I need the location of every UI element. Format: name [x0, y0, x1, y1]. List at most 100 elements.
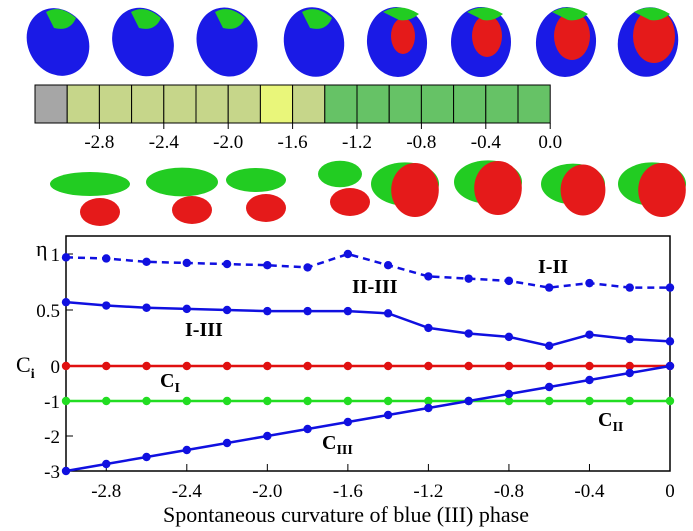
data-point	[263, 306, 272, 316]
data-point	[625, 368, 634, 378]
series-i-iii	[61, 297, 675, 351]
data-point	[464, 361, 473, 371]
data-point	[222, 361, 232, 371]
data-point	[263, 431, 272, 441]
vesicle-thumbnail	[196, 7, 258, 77]
data-point	[303, 424, 312, 434]
y-tick-label: 1	[51, 245, 61, 266]
data-point	[585, 396, 594, 406]
series-c-i	[61, 361, 675, 371]
colorbar-cell	[98, 84, 133, 124]
y-tick-label: -3	[44, 462, 60, 483]
y-tick-label: -1	[44, 392, 60, 413]
data-point	[303, 263, 312, 272]
colorbar-cell	[163, 84, 197, 124]
data-point	[343, 361, 353, 371]
data-point	[424, 361, 433, 371]
data-point	[102, 396, 111, 406]
colorbar-cell	[34, 84, 68, 124]
colorbar-tick-label: -0.4	[471, 132, 502, 153]
vesicle-thumbnail	[451, 7, 511, 77]
data-point	[102, 459, 111, 469]
series-i-ii	[61, 249, 675, 292]
data-point	[665, 361, 675, 371]
data-point	[625, 361, 634, 371]
x-tick-label: -1.2	[413, 481, 443, 502]
data-point	[142, 361, 151, 371]
y-label-c: Ci	[16, 352, 35, 382]
data-point	[545, 382, 554, 392]
vesicle-thumbnail	[366, 7, 428, 77]
data-point	[464, 396, 473, 406]
data-point	[625, 396, 634, 406]
colorbar-cell	[517, 84, 551, 124]
line-plot: -2.8 -2.4 -2.0 -1.6 -1.2 -0.8 -0.4 0 1 0.5 0 -1 -2 -…	[16, 235, 675, 527]
colorbar-tick-label: -2.4	[149, 132, 180, 153]
data-point	[383, 261, 393, 270]
colorbar-cell	[453, 84, 487, 124]
series-c-iii	[61, 361, 675, 476]
data-point	[263, 361, 272, 371]
data-point	[142, 452, 151, 462]
colorbar-cell	[259, 84, 294, 124]
colorbar-cell	[388, 84, 422, 124]
data-point	[102, 301, 111, 310]
data-point	[625, 283, 634, 292]
plot-frame	[65, 235, 671, 472]
annotation-i-iii: I-III	[185, 319, 223, 341]
colorbar-cell	[66, 84, 100, 124]
colorbar-cell	[420, 84, 455, 124]
bottom-vesicle-thumbnails	[50, 160, 686, 226]
data-point	[383, 396, 393, 406]
x-tick-label: -2.4	[172, 481, 203, 502]
colorbar-tick-label: -2.8	[84, 132, 114, 153]
data-point	[585, 330, 594, 339]
data-point	[424, 272, 433, 281]
data-point	[303, 361, 312, 371]
data-point	[424, 396, 433, 406]
data-point	[625, 334, 634, 344]
data-point	[585, 278, 594, 288]
membrane-fragment-thumbnail	[454, 160, 522, 215]
data-point	[222, 305, 232, 315]
data-point	[142, 303, 151, 312]
data-point	[142, 257, 151, 267]
data-point	[303, 306, 312, 316]
series-line	[65, 300, 671, 348]
data-point	[585, 375, 594, 385]
annotation-c-i: CI	[160, 370, 180, 396]
data-point	[102, 361, 111, 371]
vesicle-thumbnail	[112, 7, 174, 77]
colorbar-tick-label: 0.0	[538, 132, 562, 153]
data-point	[182, 396, 191, 406]
vesicle-thumbnail	[535, 7, 597, 77]
data-point	[504, 332, 514, 342]
data-point	[665, 396, 675, 406]
data-point	[61, 253, 71, 262]
colorbar-tick-label: -0.8	[406, 132, 436, 153]
data-point	[383, 410, 393, 420]
data-point	[545, 283, 554, 292]
data-point	[545, 396, 554, 406]
data-point	[343, 249, 353, 259]
series-c-ii	[61, 396, 675, 406]
membrane-fragment-thumbnail	[226, 168, 286, 222]
series-line	[65, 252, 670, 289]
colorbar-cell	[195, 84, 229, 124]
y-tick-label: -2	[44, 427, 60, 448]
x-tick-label: -0.4	[574, 481, 605, 502]
x-tick-label: -2.8	[91, 481, 121, 502]
data-point	[222, 396, 232, 406]
data-point	[61, 466, 71, 476]
annotation-c-iii: CIII	[322, 432, 353, 458]
colorbar-cell	[356, 84, 390, 124]
y-tick-label: 0.5	[36, 301, 60, 322]
data-point	[222, 259, 232, 269]
x-tick-label: 0	[665, 481, 675, 502]
data-point	[545, 341, 554, 351]
colorbar-cell	[292, 84, 326, 124]
data-point	[182, 258, 191, 268]
data-point	[182, 304, 191, 314]
data-point	[464, 274, 473, 283]
data-point	[102, 254, 111, 263]
